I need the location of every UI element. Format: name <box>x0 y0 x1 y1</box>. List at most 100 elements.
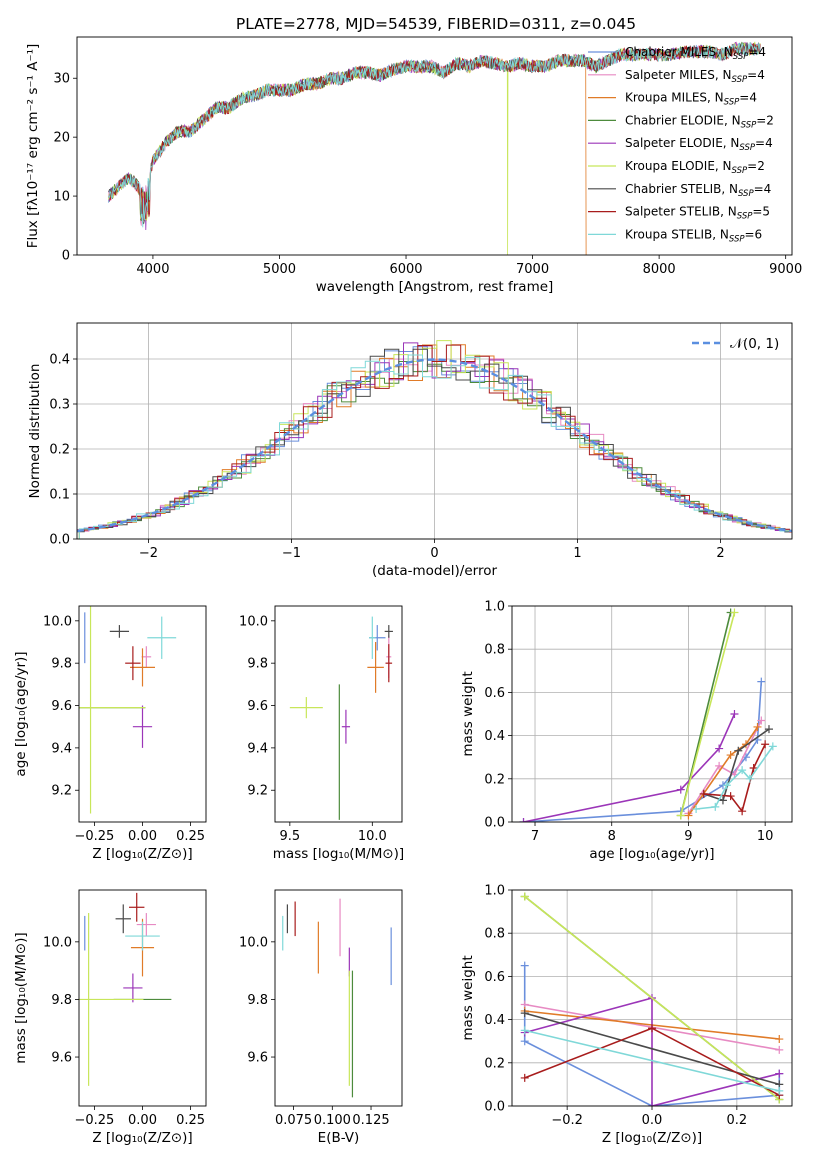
plot-area <box>77 340 792 539</box>
mass-weight-point <box>761 740 770 749</box>
y-axis-label: Normed distribution <box>27 364 43 499</box>
mass-weight-line-salpeter-miles <box>687 720 763 814</box>
errorbar-salpeter-elodie <box>123 973 143 1003</box>
spectrum-line-kroupa-miles <box>108 53 587 255</box>
x-tick-label: 0 <box>430 546 438 561</box>
x-tick-label: 0.075 <box>275 1113 312 1128</box>
x-axis-label: (data-model)/error <box>372 563 498 579</box>
errorbar-kroupa-miles <box>129 648 156 687</box>
y-axis-label: mass weight <box>460 955 476 1040</box>
y-tick-label: 0.6 <box>484 970 505 985</box>
y-tick-label: 9.6 <box>247 699 268 714</box>
plot-area <box>519 608 777 822</box>
histogram-salpeter-elodie <box>77 342 792 532</box>
x-axis-label: mass [log₁₀(M/M⊙)] <box>273 846 404 862</box>
x-axis-label: Z [log₁₀(Z/Z⊙)] <box>92 846 192 862</box>
plot-area <box>520 892 784 1106</box>
mass-weight-point <box>676 785 685 794</box>
mass-weight-point <box>715 761 724 770</box>
y-tick-label: 0.1 <box>49 488 70 503</box>
x-axis-label: age [log₁₀(age/yr)] <box>589 846 714 862</box>
y-tick-label: 10.0 <box>43 614 72 629</box>
x-axis-label: wavelength [Angstrom, rest frame] <box>316 279 554 295</box>
z-age-axes: −0.25 0.00 0.25 9.2 9.4 9.6 9.8 10.0 Z [log₁₀(Z/… <box>13 605 207 862</box>
errorbar-kroupa-elodie <box>289 697 323 719</box>
axes-frame <box>511 889 793 1107</box>
y-tick-label: 30 <box>53 72 70 87</box>
mass-weight-point <box>726 751 735 760</box>
y-axis-label: Flux [fλ10⁻¹⁷ erg cm⁻² s⁻¹ A⁻¹] <box>25 44 41 249</box>
x-tick-label: −0.25 <box>74 829 114 844</box>
x-tick-label: 0.2 <box>727 1113 748 1128</box>
x-tick-label: −1 <box>282 546 301 561</box>
mass-weight-point <box>520 961 529 970</box>
mass-weight-point <box>738 766 747 775</box>
x-tick-label: 6000 <box>389 262 422 277</box>
mass-weight-point <box>768 742 777 751</box>
spectrum-axes: 4000 5000 6000 7000 8000 9000 0 10 20 30 wavelengt… <box>25 36 802 295</box>
mass-weight-point <box>711 802 720 811</box>
y-tick-label: 10.0 <box>43 935 72 950</box>
y-tick-label: 9.2 <box>247 784 268 799</box>
mass-weight-point <box>684 811 693 820</box>
mass-age-axes: 9.5 10.0 9.2 9.4 9.6 9.8 10.0 mass [log₁₀(M/M⊙)… <box>239 605 404 862</box>
y-tick-label: 1.0 <box>484 884 505 899</box>
errorbar-chabrier-stelib <box>109 625 130 638</box>
x-tick-label: 7000 <box>516 262 549 277</box>
errorbar-kroupa-elodie <box>79 913 144 1086</box>
mass-weight-point <box>692 805 701 814</box>
ebv-mass-axes: 0.075 0.100 0.125 9.6 9.8 10.0 E(B-V) <box>239 889 403 1146</box>
x-tick-label: 8 <box>608 829 616 844</box>
y-tick-label: 0.3 <box>49 398 70 413</box>
plot-area <box>79 892 172 1086</box>
legend-label: Chabrier ELODIE, NSSP=2 <box>625 113 774 130</box>
mass-weight-point <box>648 1102 656 1106</box>
x-axis-label: Z [log₁₀(Z/Z⊙)] <box>602 1130 702 1146</box>
histogram-chabrier-stelib <box>77 348 792 533</box>
mass-weight-point <box>520 1073 529 1082</box>
mass-weight-point <box>520 1009 529 1018</box>
age-weight-axes: 7 8 9 10 0.0 0.2 0.4 0.6 0.8 1.0 age [log₁₀(age/yr… <box>460 600 793 862</box>
y-tick-label: 9.4 <box>247 741 268 756</box>
axes-frame <box>511 605 793 823</box>
errorbar-salpeter-miles <box>141 646 152 668</box>
x-axis-label: E(B-V) <box>318 1130 360 1146</box>
mass-weight-point <box>775 1045 784 1054</box>
y-tick-label: 0.2 <box>484 1056 505 1071</box>
axes-frame <box>274 605 403 823</box>
mass-weight-point <box>730 608 739 617</box>
mass-weight-point <box>734 746 743 755</box>
errorbar-kroupa-miles <box>367 642 384 693</box>
axes-frame <box>78 605 207 823</box>
x-tick-label: 0.25 <box>176 829 205 844</box>
mass-weight-point <box>745 774 754 783</box>
mass-weight-line-kroupa-stelib <box>524 1029 780 1092</box>
x-tick-label: 4000 <box>136 262 169 277</box>
y-tick-label: 9.8 <box>247 993 268 1008</box>
y-tick-label: 10.0 <box>239 614 268 629</box>
y-tick-label: 9.6 <box>247 1051 268 1066</box>
gaussian-reference-curve <box>77 358 792 533</box>
mass-weight-point <box>648 1024 656 1033</box>
plot-area <box>79 606 177 814</box>
mass-weight-line-kroupa-elodie <box>524 895 780 1101</box>
axes-frame <box>274 889 403 1107</box>
x-tick-label: −0.2 <box>551 1113 583 1128</box>
spectrum-legend: Chabrier MILES, NSSP=4 Salpeter MILES, NS… <box>588 45 774 244</box>
errorbar-salpeter-stelib <box>129 892 145 922</box>
y-tick-label: 9.4 <box>51 741 72 756</box>
y-tick-label: 0.4 <box>484 729 505 744</box>
mass-weight-point <box>520 892 529 901</box>
axes-frame <box>76 36 793 256</box>
mass-weight-point <box>520 1037 529 1046</box>
y-tick-label: 0.6 <box>484 686 505 701</box>
y-tick-label: 0.4 <box>49 353 70 368</box>
x-tick-label: 5000 <box>263 262 296 277</box>
mass-weight-point <box>699 789 708 798</box>
y-tick-label: 10 <box>53 190 70 205</box>
y-tick-label: 9.8 <box>51 657 72 672</box>
x-tick-label: 0.00 <box>128 829 157 844</box>
mass-weight-line-chabrier-stelib <box>703 728 770 802</box>
x-tick-label: 8000 <box>643 262 676 277</box>
